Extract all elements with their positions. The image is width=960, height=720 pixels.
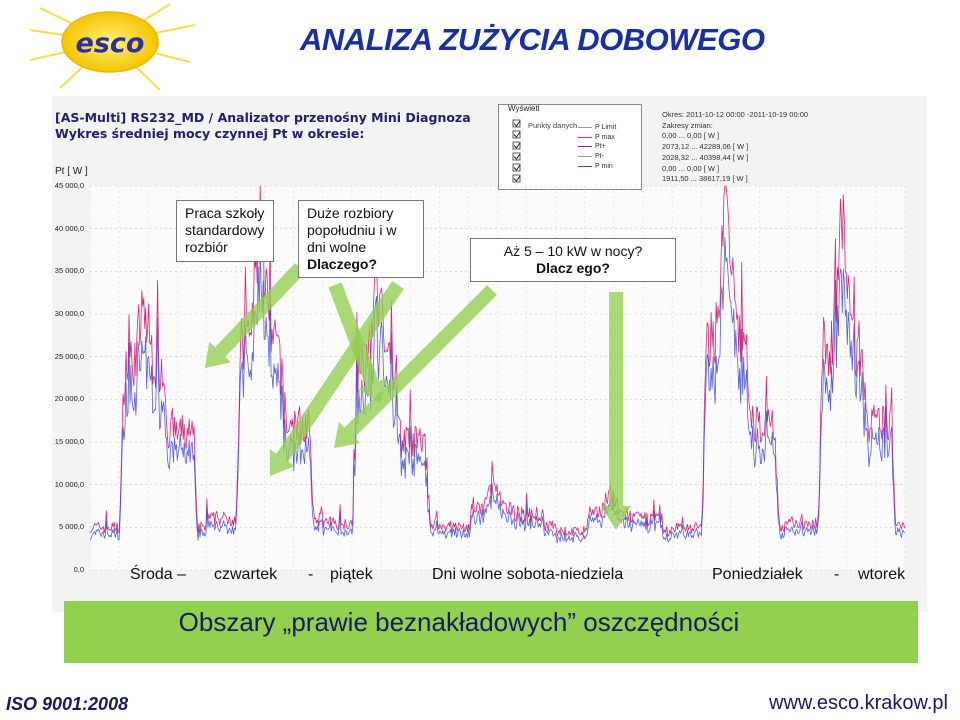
series-pmax-line — [90, 185, 905, 538]
y-tick-label: 0,0 — [73, 565, 84, 574]
y-tick-label: 5 000,0 — [58, 522, 84, 532]
day-label: czwartek — [214, 566, 278, 583]
day-labels: Środa – czwartek - piątek Dni wolne sobo… — [92, 566, 932, 590]
iso-label: ISO 9001:2008 — [6, 694, 129, 714]
website-link[interactable]: www.esco.krakow.pl — [769, 692, 948, 714]
annotation-school: Praca szkoły standardowy rozbiór — [176, 200, 274, 262]
y-tick-label: 25 000,0 — [54, 351, 84, 361]
legend-list: P Limit P max Pt+ Pt- P min — [578, 123, 616, 171]
annotation-arrow — [334, 285, 497, 448]
esco-logo: esco — [29, 3, 196, 91]
series — [90, 185, 905, 544]
annotation-night: Aż 5 – 10 kW w nocy? Dlacz ego? — [470, 238, 676, 282]
y-tick-label: 20 000,0 — [54, 394, 84, 404]
info-range: 2073,12 ... 42289,06 [ W ] — [662, 142, 749, 152]
page-title: ANALIZA ZUŻYCIA DOBOWEGO — [300, 22, 765, 57]
info-range: 0,00 ... 0,00 [ W ] — [662, 131, 720, 141]
annotation-arrow — [269, 281, 404, 476]
y-tick-label: 35 000,0 — [54, 266, 84, 276]
series-pmin-line — [90, 237, 905, 544]
annotation-arrow — [205, 263, 306, 368]
annotation-big-draw: Duże rozbiory popołudniu i w dni wolne D… — [298, 200, 424, 278]
day-label: wtorek — [858, 566, 906, 583]
legend-title: Wyświetl — [508, 104, 540, 113]
chart-title-line-2: Wykres średniej mocy czynnej Pt w okresi… — [55, 126, 365, 141]
y-axis-label: Pt [ W ] — [55, 166, 88, 177]
legend-item[interactable]: Pt- — [578, 152, 616, 162]
info-block: Okres: 2011-10-12 00:00 -2011-10-19 00:0… — [662, 110, 808, 185]
y-tick-label: 30 000,0 — [54, 309, 84, 318]
info-range: 0,00 ... 0,00 [ W ] — [662, 163, 720, 173]
legend-item[interactable]: P Limit — [578, 123, 616, 133]
day-label: Dni wolne sobota-niedziela — [432, 566, 624, 583]
logo-text: esco — [76, 28, 145, 59]
legend-item[interactable]: P min — [578, 161, 616, 171]
legend-item[interactable]: P max — [578, 133, 616, 143]
legend-box — [498, 104, 642, 190]
y-tick-label: 10 000,0 — [54, 479, 84, 489]
annotation-arrow — [601, 292, 631, 530]
arrows — [205, 263, 631, 530]
y-tick-label: 45 000,0 — [54, 181, 84, 190]
info-ranges-label: Zakresy zmian: — [662, 120, 713, 130]
info-period: Okres: 2011-10-12 00:00 -2011-10-19 00:0… — [662, 110, 809, 119]
day-label: Środa – — [130, 566, 187, 583]
legend-subtitle: Punkty danych — [528, 121, 578, 130]
day-label: Poniedziałek — [712, 566, 803, 583]
conclusion-text: Obszary „prawie beznakładowych” oszczędn… — [178, 607, 740, 637]
logo-sun — [61, 11, 159, 73]
info-range: 2028,32 ... 40398,44 [ W ] — [662, 152, 749, 162]
y-tick-label: 15 000,0 — [54, 437, 84, 446]
legend-item[interactable]: Pt+ — [578, 142, 616, 152]
chart-title-line-1: [AS-Multi] RS232_MD / Analizator przenoś… — [55, 110, 471, 125]
day-label: - — [308, 566, 314, 583]
day-label: piątek — [330, 566, 373, 583]
conclusion-bar — [64, 601, 918, 663]
info-range: 1911,50 ... 38617,19 [ W ] — [662, 174, 748, 184]
y-tick-label: 40 000,0 — [54, 223, 84, 233]
day-label: - — [834, 566, 840, 583]
